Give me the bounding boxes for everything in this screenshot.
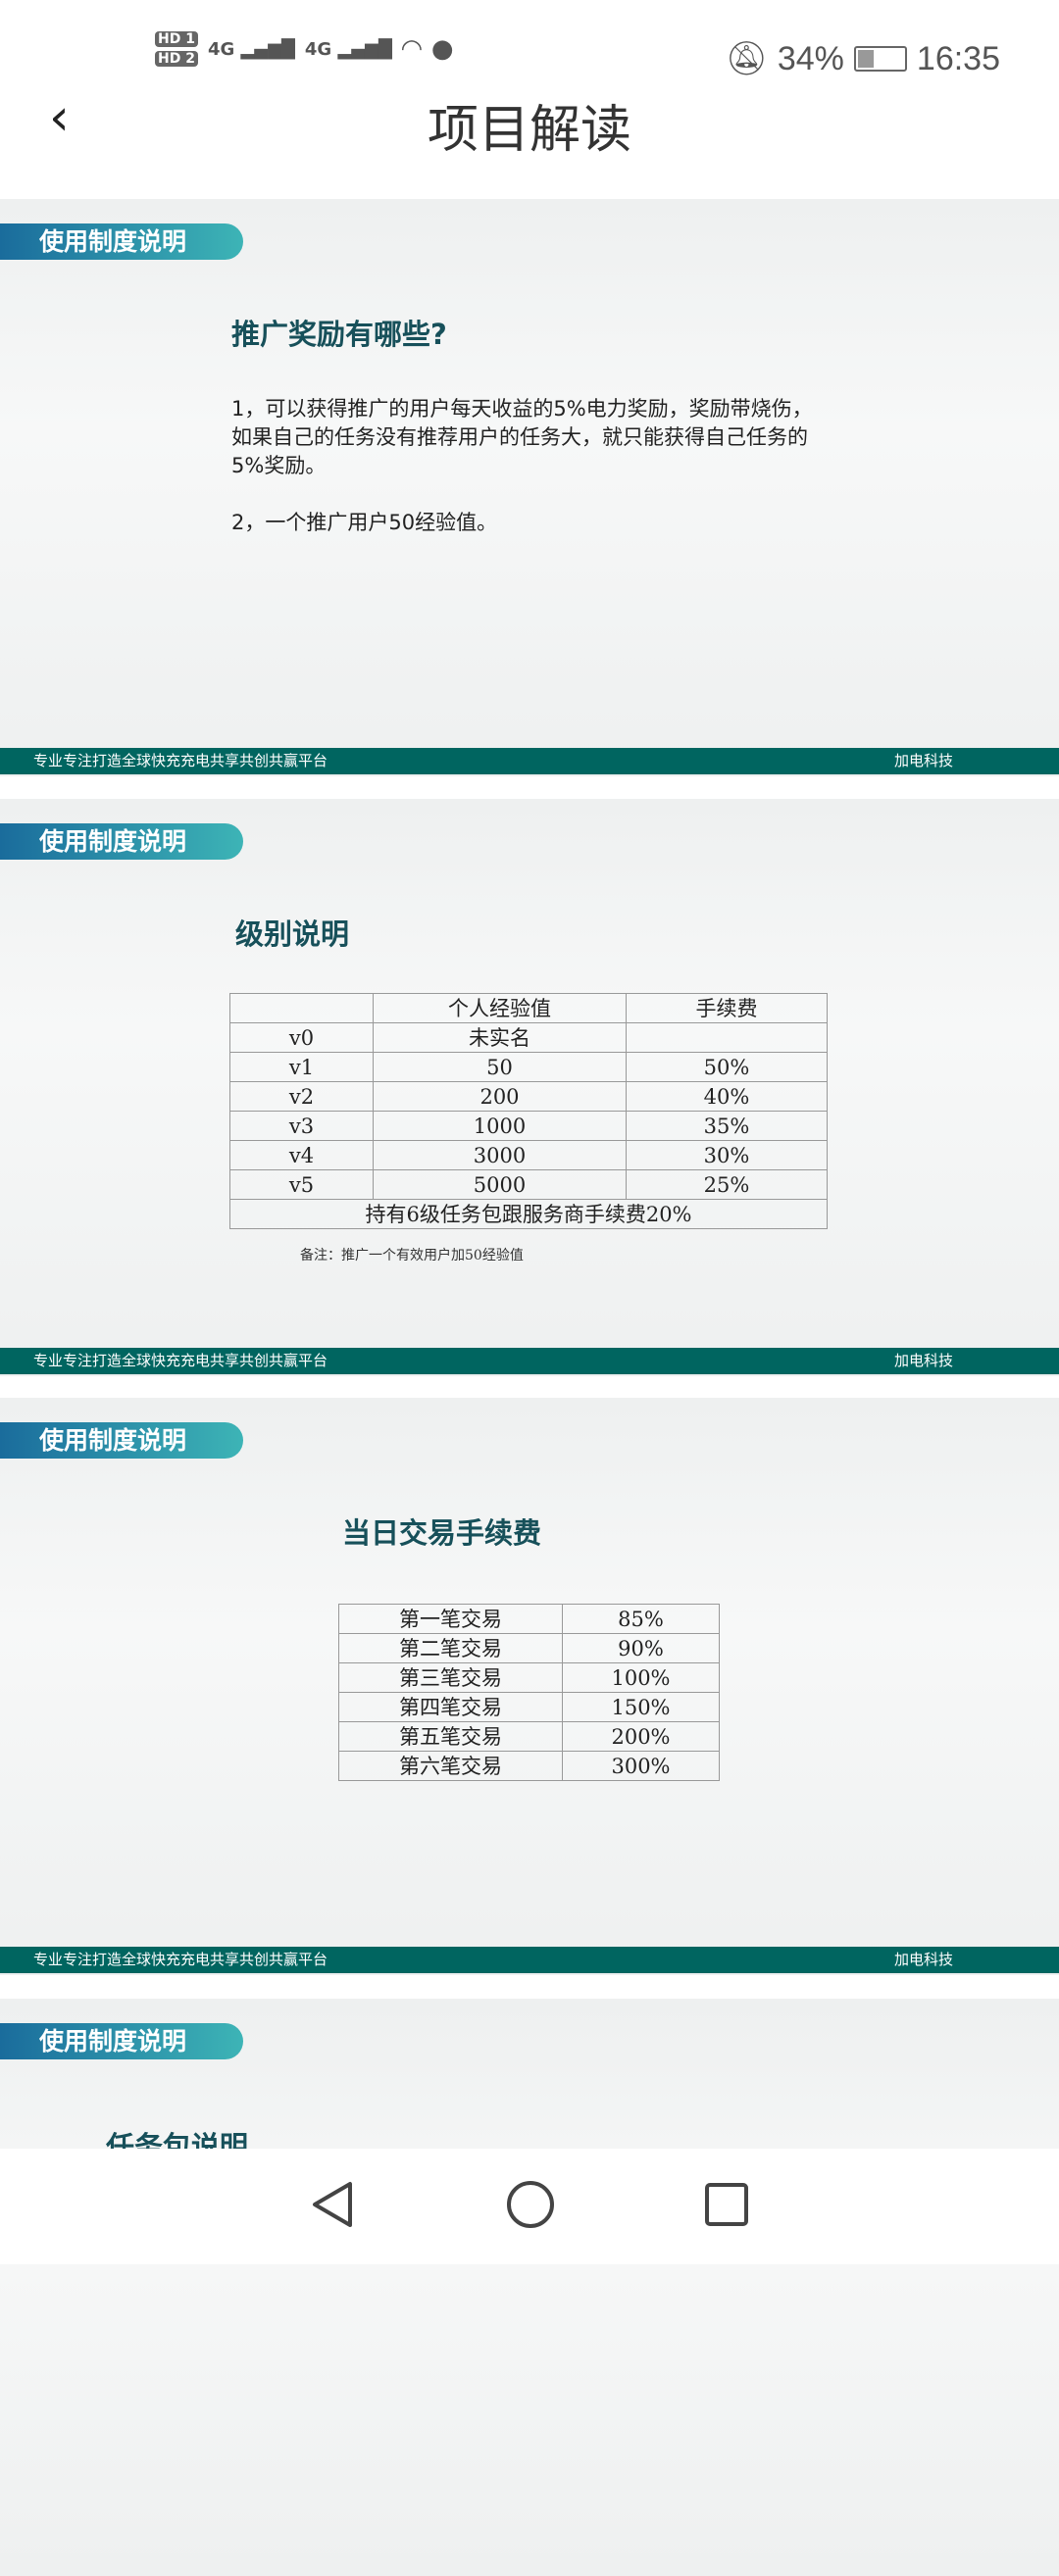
table-row: v3 1000 35%	[229, 1111, 828, 1141]
cell: 40%	[626, 1081, 828, 1112]
slide-footer: 专业专注打造全球快充充电共享共创共赢平台 加电科技	[0, 1947, 1059, 1973]
nav-home-icon[interactable]	[505, 2179, 556, 2234]
footer-slogan: 专业专注打造全球快充充电共享共创共赢平台	[33, 1951, 328, 1968]
cell: 25%	[626, 1169, 828, 1200]
cell: 持有6级任务包跟服务商手续费20%	[229, 1199, 828, 1229]
footer-brand: 加电科技	[893, 752, 953, 769]
section-tag: 使用制度说明	[0, 223, 243, 260]
section-tag: 使用制度说明	[0, 1422, 243, 1459]
cell: v1	[229, 1052, 374, 1082]
table-footer-row: 持有6级任务包跟服务商手续费20%	[229, 1199, 828, 1229]
slide-promotion-rewards: 使用制度说明 推广奖励有哪些? 1，可以获得推广的用户每天收益的5%电力奖励，奖…	[0, 199, 1059, 776]
table-row: v4 3000 30%	[229, 1140, 828, 1170]
cell: 3000	[373, 1140, 627, 1170]
status-bar: HD 1 HD 2 4G ▂▄▆█ 4G ▂▄▆█ ◠ ● 🔕︎ 34% 16:3…	[0, 0, 1059, 98]
table-row: 第五笔交易 200%	[338, 1721, 720, 1752]
slide-daily-fees: 使用制度说明 当日交易手续费 第一笔交易 85% 第二笔交易 90% 第三笔交易 10…	[0, 1398, 1059, 1975]
battery-icon	[853, 46, 907, 72]
system-nav-bar	[0, 2149, 1059, 2264]
cell: 5000	[373, 1169, 627, 1200]
signal2-icon: 4G ▂▄▆█	[304, 38, 392, 60]
battery-percent: 34%	[777, 39, 844, 77]
header-cell: 手续费	[626, 993, 828, 1023]
slide-title: 级别说明	[235, 917, 350, 951]
signal1-icon: 4G ▂▄▆█	[207, 38, 295, 60]
table-row: v0 未实名	[229, 1022, 828, 1053]
clock: 16:35	[916, 39, 1000, 77]
message-icon: ●	[430, 34, 454, 64]
table-row: 第一笔交易 85%	[338, 1604, 720, 1634]
cell: 第四笔交易	[338, 1692, 563, 1722]
page-title: 项目解读	[427, 101, 631, 160]
slide-body: 1，可以获得推广的用户每天收益的5%电力奖励，奖励带烧伤，如果自己的任务没有推荐…	[231, 395, 830, 566]
cell: v4	[229, 1140, 374, 1170]
cell: 第二笔交易	[338, 1633, 563, 1663]
cell: 第一笔交易	[338, 1604, 563, 1634]
cell: v3	[229, 1111, 374, 1141]
slide-title: 当日交易手续费	[342, 1516, 542, 1550]
cell: 85%	[562, 1604, 720, 1634]
cell: 1000	[373, 1111, 627, 1141]
table-row: 第二笔交易 90%	[338, 1633, 720, 1663]
nav-recents-icon[interactable]	[703, 2181, 750, 2232]
footer-slogan: 专业专注打造全球快充充电共享共创共赢平台	[33, 1352, 328, 1369]
section-tag: 使用制度说明	[0, 2023, 243, 2059]
cell: 第三笔交易	[338, 1662, 563, 1693]
table-header-row: 个人经验值 手续费	[229, 993, 828, 1023]
footer-slogan: 专业专注打造全球快充充电共享共创共赢平台	[33, 752, 328, 769]
slide-footer: 专业专注打造全球快充充电共享共创共赢平台 加电科技	[0, 1348, 1059, 1374]
table-row: 第四笔交易 150%	[338, 1692, 720, 1722]
back-button[interactable]: ‹	[49, 88, 70, 147]
slide-footer: 专业专注打造全球快充充电共享共创共赢平台 加电科技	[0, 748, 1059, 774]
slide-title: 推广奖励有哪些?	[231, 318, 447, 351]
table-row: v2 200 40%	[229, 1081, 828, 1112]
header-cell: 个人经验值	[373, 993, 627, 1023]
table-row: 第六笔交易 300%	[338, 1751, 720, 1781]
sim2-icon: HD 2	[155, 51, 198, 67]
table-row: v1 50 50%	[229, 1052, 828, 1082]
cell: v5	[229, 1169, 374, 1200]
cell: v0	[229, 1022, 374, 1053]
sim1-icon: HD 1	[155, 31, 198, 47]
paragraph: 1，可以获得推广的用户每天收益的5%电力奖励，奖励带烧伤，如果自己的任务没有推荐…	[231, 397, 813, 477]
wifi-icon: ◠	[401, 34, 422, 64]
paragraph: 2，一个推广用户50经验值。	[231, 511, 498, 534]
cell: 150%	[562, 1692, 720, 1722]
section-tag: 使用制度说明	[0, 823, 243, 860]
table-row: v5 5000 25%	[229, 1169, 828, 1200]
header-cell	[229, 993, 374, 1023]
mute-bell-icon: 🔕︎	[725, 40, 768, 77]
cell: 90%	[562, 1633, 720, 1663]
cell: 200%	[562, 1721, 720, 1752]
footer-brand: 加电科技	[893, 1951, 953, 1968]
cell: 第六笔交易	[338, 1751, 563, 1781]
fee-table: 第一笔交易 85% 第二笔交易 90% 第三笔交易 100% 第四笔交易 150% 第五…	[338, 1604, 720, 1781]
app-header: ‹ 项目解读	[0, 78, 1059, 196]
table-row: 第三笔交易 100%	[338, 1662, 720, 1693]
cell: v2	[229, 1081, 374, 1112]
cell: 100%	[562, 1662, 720, 1693]
cell: 30%	[626, 1140, 828, 1170]
cell: 50	[373, 1052, 627, 1082]
cell: 35%	[626, 1111, 828, 1141]
cell: 50%	[626, 1052, 828, 1082]
cell: 第五笔交易	[338, 1721, 563, 1752]
slide-task-package: 使用制度说明 任务包说明	[0, 1999, 1059, 2576]
slide-level-description: 使用制度说明 级别说明 个人经验值 手续费 v0 未实名 v1 50 50% v2 200…	[0, 799, 1059, 1376]
table-note: 备注：推广一个有效用户加50经验值	[300, 1248, 524, 1263]
cell: 300%	[562, 1751, 720, 1781]
cell: 未实名	[373, 1022, 627, 1053]
footer-brand: 加电科技	[893, 1352, 953, 1369]
cell: 200	[373, 1081, 627, 1112]
nav-back-icon[interactable]	[309, 2180, 358, 2233]
cell	[626, 1022, 828, 1053]
level-table: 个人经验值 手续费 v0 未实名 v1 50 50% v2 200 40% v3 1000 35…	[229, 993, 828, 1229]
